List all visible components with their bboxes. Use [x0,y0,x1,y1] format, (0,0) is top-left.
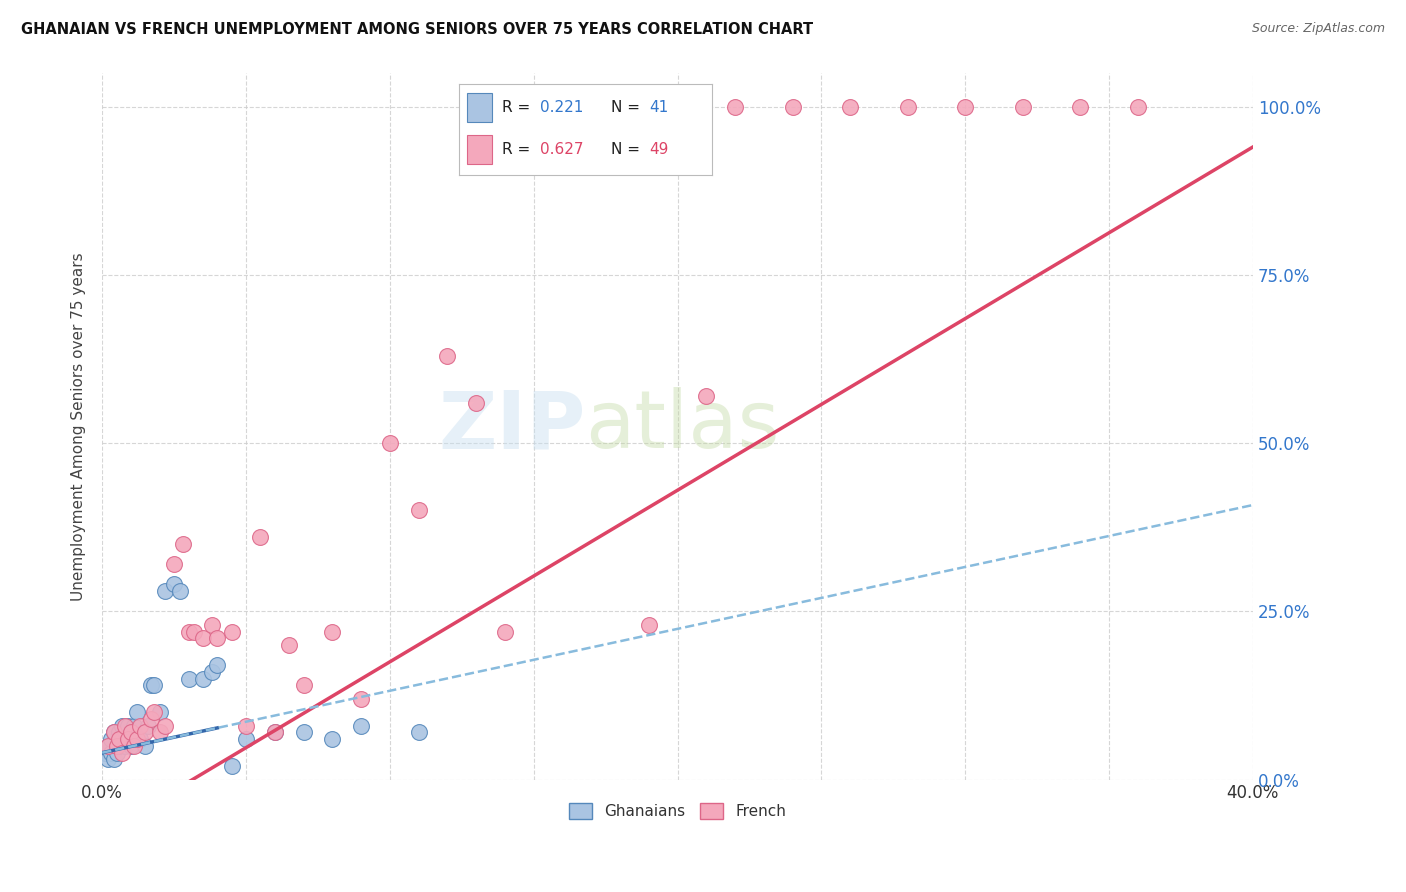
Point [235,719,257,733]
Point [191,672,214,686]
Point [839,100,862,114]
Point [117,732,139,747]
Point [953,100,976,114]
Point [183,624,205,639]
Point [581,100,603,114]
Point [1011,100,1033,114]
Point [207,632,229,646]
Point [249,530,271,544]
Point [172,537,194,551]
Point [103,725,125,739]
Point [100,732,122,747]
Point [139,678,162,692]
Point [155,584,177,599]
Point [378,436,401,450]
Point [122,739,145,753]
Point [263,725,285,739]
Point [221,624,243,639]
Point [97,739,120,753]
Point [105,739,128,753]
Point [97,739,120,753]
Point [105,739,128,753]
Point [103,725,125,739]
Point [125,732,148,747]
Point [465,396,488,410]
Text: GHANAIAN VS FRENCH UNEMPLOYMENT AMONG SENIORS OVER 75 YEARS CORRELATION CHART: GHANAIAN VS FRENCH UNEMPLOYMENT AMONG SE… [21,22,813,37]
Point [114,739,136,753]
Point [163,577,186,591]
Text: atlas: atlas [585,387,780,466]
Point [108,739,131,753]
Point [177,624,200,639]
Point [1126,100,1149,114]
Point [263,725,285,739]
Point [637,617,659,632]
Point [163,558,186,572]
Point [114,725,136,739]
Point [100,746,122,760]
Point [235,732,257,747]
Point [551,100,574,114]
Point [94,746,117,760]
Point [695,389,717,403]
Point [408,503,430,517]
Point [120,725,142,739]
Point [114,719,136,733]
Point [117,719,139,733]
Point [122,719,145,733]
Point [143,706,166,720]
Point [191,632,214,646]
Point [292,678,315,692]
Point [136,719,159,733]
Point [143,678,166,692]
Point [169,584,191,599]
Point [134,725,156,739]
Point [108,732,131,747]
Point [350,691,373,706]
Point [1069,100,1091,114]
Point [103,752,125,766]
Point [666,100,689,114]
Point [200,617,222,632]
Point [120,725,142,739]
Point [139,712,162,726]
Point [97,752,120,766]
Point [321,624,343,639]
Y-axis label: Unemployment Among Seniors over 75 years: Unemployment Among Seniors over 75 years [72,252,86,600]
Point [108,725,131,739]
Point [494,624,516,639]
Point [207,658,229,673]
Point [221,759,243,773]
Point [125,706,148,720]
Legend: Ghanaians, French: Ghanaians, French [562,797,793,825]
Point [200,665,222,679]
Point [128,732,150,747]
Point [149,706,172,720]
Point [436,349,458,363]
Point [724,100,747,114]
Point [120,739,142,753]
Point [408,725,430,739]
Point [111,746,134,760]
Text: Source: ZipAtlas.com: Source: ZipAtlas.com [1251,22,1385,36]
Point [897,100,920,114]
Point [134,739,156,753]
Point [278,638,301,652]
Point [149,725,172,739]
Point [105,746,128,760]
Point [177,672,200,686]
Point [292,725,315,739]
Point [782,100,804,114]
Point [350,719,373,733]
Point [128,719,150,733]
Point [117,732,139,747]
Point [111,719,134,733]
Point [321,732,343,747]
Point [155,719,177,733]
Text: ZIP: ZIP [439,387,585,466]
Point [111,732,134,747]
